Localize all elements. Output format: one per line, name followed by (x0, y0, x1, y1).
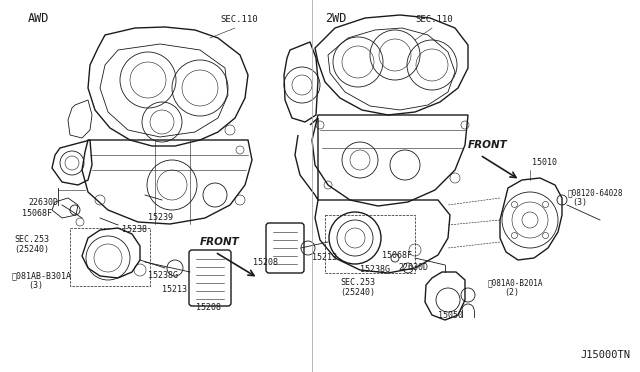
Text: Ⓑ081A0-B201A: Ⓑ081A0-B201A (488, 278, 543, 287)
Text: Ⓑ08120-64028: Ⓑ08120-64028 (568, 188, 623, 197)
Text: 15213: 15213 (312, 253, 337, 262)
Text: 15068F: 15068F (22, 209, 52, 218)
Text: FRONT: FRONT (468, 140, 508, 150)
Text: (25240): (25240) (14, 245, 49, 254)
Text: SEC.253: SEC.253 (340, 278, 375, 287)
Text: AWD: AWD (28, 12, 49, 25)
Text: 15208: 15208 (253, 258, 278, 267)
Text: 15050: 15050 (438, 311, 463, 320)
Text: 15239: 15239 (148, 213, 173, 222)
Text: FRONT: FRONT (200, 237, 240, 247)
Text: 15213: 15213 (162, 285, 187, 294)
Bar (70, 228, 150, 286)
Bar (325, 215, 415, 273)
Text: 22630D: 22630D (398, 263, 428, 272)
Text: 15238G: 15238G (148, 271, 178, 280)
Text: (2): (2) (504, 288, 519, 297)
Text: 15208: 15208 (196, 303, 221, 312)
Text: SEC.110: SEC.110 (415, 15, 452, 24)
Text: (3): (3) (28, 281, 43, 290)
Text: 2WD: 2WD (325, 12, 346, 25)
Text: SEC.253: SEC.253 (14, 235, 49, 244)
Text: J15000TN: J15000TN (580, 350, 630, 360)
Text: 15068F: 15068F (382, 251, 412, 260)
Text: 15010: 15010 (532, 158, 557, 167)
Text: 15238G: 15238G (360, 265, 390, 274)
Text: (3): (3) (572, 198, 587, 207)
Text: 22630D: 22630D (28, 198, 58, 207)
Text: Ⓑ081AB-B301A: Ⓑ081AB-B301A (12, 271, 72, 280)
Text: (25240): (25240) (340, 288, 375, 297)
Text: SEC.110: SEC.110 (220, 15, 258, 24)
Text: 15238: 15238 (122, 225, 147, 234)
